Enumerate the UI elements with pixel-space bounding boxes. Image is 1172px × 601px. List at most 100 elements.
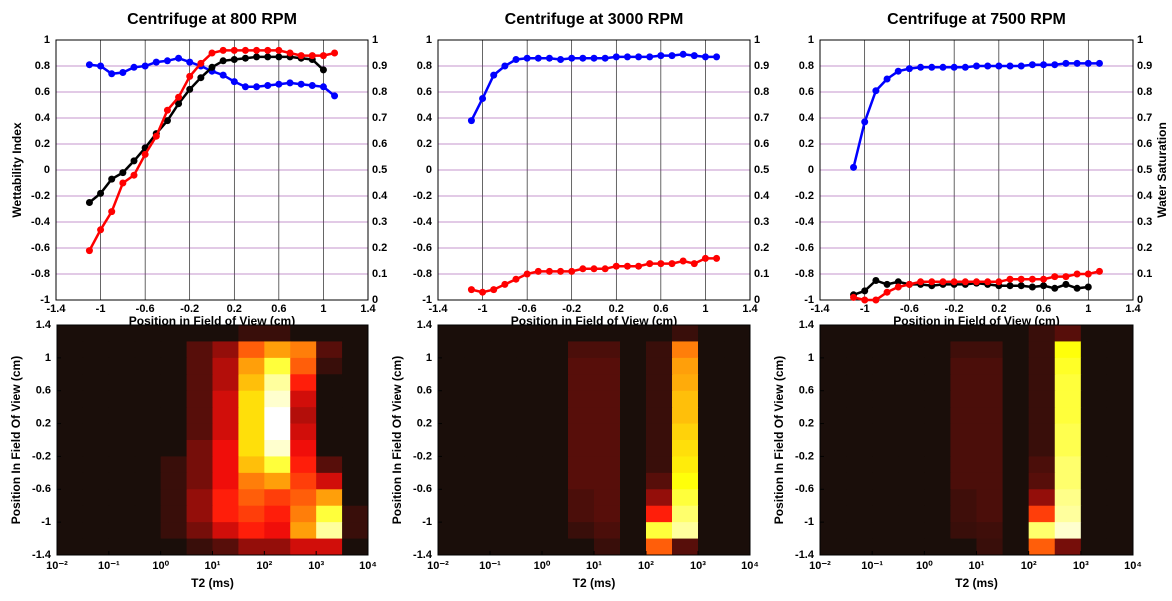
heat-cell <box>264 456 291 474</box>
data-point <box>308 82 316 89</box>
heat-cell <box>316 489 343 507</box>
x-tick-label: 1 <box>1085 303 1091 315</box>
heat-cell <box>186 522 213 540</box>
data-point <box>590 265 598 273</box>
data-point <box>512 275 520 283</box>
heat-cell <box>724 472 751 490</box>
heat-cell <box>724 325 751 342</box>
x-tick-label: 10⁰ <box>152 560 169 572</box>
heat-cell <box>212 341 239 359</box>
y-tick-label: 0.4 <box>799 112 815 124</box>
heat-cell <box>846 341 873 359</box>
heat-cell <box>57 407 84 425</box>
heat-cell <box>724 522 751 540</box>
heat-cell <box>820 505 847 523</box>
heat-cell <box>950 522 977 540</box>
heat-cell <box>672 505 699 523</box>
heat-cell <box>438 538 465 556</box>
heat-cell <box>438 325 465 342</box>
heat-cell <box>646 423 673 441</box>
data-point <box>490 71 498 79</box>
heat-cell <box>1054 522 1082 540</box>
heat-cell <box>108 374 136 392</box>
x-tick-label: 10⁻¹ <box>98 560 120 572</box>
heat-cell <box>594 390 621 408</box>
x-tick-label: 0.6 <box>1036 303 1051 315</box>
heat-cell <box>542 489 569 507</box>
heat-cell <box>1106 522 1134 540</box>
heat-cell <box>516 325 543 342</box>
data-point <box>950 278 958 286</box>
y-tick-label: 0.2 <box>799 138 814 150</box>
y2-tick-label: 0.4 <box>754 190 770 202</box>
data-point <box>668 260 676 268</box>
heat-cell <box>316 505 343 523</box>
heat-cell <box>464 341 491 359</box>
heat-cell <box>698 390 725 408</box>
heat-cell <box>516 489 543 507</box>
heat-cell <box>646 374 673 392</box>
y2-tick-label: 0.8 <box>372 86 387 98</box>
data-point <box>253 83 261 91</box>
data-point <box>1073 284 1081 292</box>
heat-cell <box>1028 325 1056 342</box>
y-tick-label: -0.2 <box>413 190 432 202</box>
heat-cell <box>1106 341 1134 359</box>
heat-cell <box>672 357 699 375</box>
heat-cell <box>108 440 136 457</box>
y-axis-label: Position In Field Of View (cm) <box>9 356 23 524</box>
heat-cell <box>646 472 673 490</box>
heat-cell <box>490 407 517 425</box>
heat-cell <box>464 522 491 540</box>
heat-cell <box>898 456 925 474</box>
data-point <box>1073 270 1081 278</box>
heat-cell <box>186 505 213 523</box>
data-point <box>467 117 475 125</box>
data-point <box>973 278 980 286</box>
y2-tick-label: 0.9 <box>372 60 387 72</box>
y2-tick-label: 0 <box>372 294 378 306</box>
heat-cell <box>542 407 569 425</box>
y-tick-label: 1 <box>808 34 814 46</box>
data-point <box>1028 283 1036 291</box>
data-point <box>872 87 880 95</box>
data-point <box>275 53 283 61</box>
data-point <box>545 54 553 62</box>
x-tick-label: -1.4 <box>811 303 831 315</box>
heat-cell <box>976 341 1004 359</box>
heat-cell <box>594 440 621 457</box>
data-point <box>635 53 643 61</box>
heat-cell <box>568 390 595 408</box>
x-tick-label: 0.2 <box>991 303 1006 315</box>
heat-cell <box>950 325 977 342</box>
heat-cell <box>290 357 317 375</box>
data-point <box>264 46 272 54</box>
data-point <box>1017 282 1025 290</box>
heat-cell <box>490 390 517 408</box>
heat-cell <box>82 472 110 490</box>
heat-cell <box>1028 374 1056 392</box>
heat-cell <box>950 423 977 441</box>
data-point <box>479 95 487 102</box>
heat-cell <box>924 325 951 342</box>
data-point <box>331 92 339 100</box>
heat-cell <box>1002 456 1030 474</box>
data-point <box>85 199 93 206</box>
x-tick-label: -0.6 <box>518 303 537 315</box>
heat-cell <box>290 522 317 540</box>
heat-cell <box>698 341 725 359</box>
heat-cell <box>594 538 621 556</box>
data-point <box>152 58 160 66</box>
heat-cell <box>950 505 977 523</box>
heat-cell <box>108 489 136 507</box>
heat-cell <box>872 374 899 392</box>
heat-cell <box>568 505 595 523</box>
heat-cell <box>264 472 291 490</box>
heat-cell <box>160 522 188 540</box>
y2-tick-label: 0.6 <box>372 138 387 150</box>
y2-tick-label: 0.1 <box>1137 268 1152 280</box>
data-point <box>690 260 698 268</box>
heat-cell <box>846 423 873 441</box>
heat-cell <box>1106 440 1134 457</box>
heat-cell <box>1106 407 1134 425</box>
